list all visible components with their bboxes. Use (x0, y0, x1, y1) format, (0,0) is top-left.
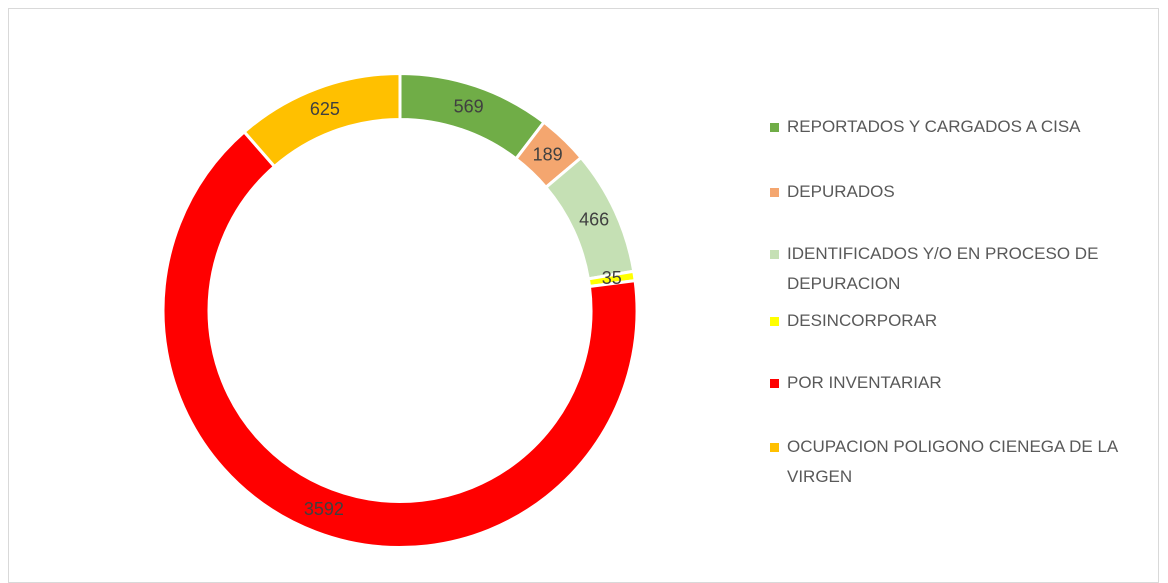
data-label: 569 (454, 97, 484, 117)
legend-item: DEPURADOS (770, 177, 1155, 207)
legend-label: POR INVENTARIAR (787, 373, 942, 392)
donut-slice (161, 129, 639, 549)
data-label: 3592 (304, 499, 344, 519)
data-label: 35 (602, 268, 622, 288)
legend-label: DESINCORPORAR (787, 311, 938, 330)
legend-swatch (770, 379, 779, 388)
data-label: 625 (310, 99, 340, 119)
donut-slice (242, 71, 402, 169)
legend-label: OCUPACION POLIGONO CIENEGA DE LA VIRGEN (787, 437, 1118, 486)
legend-label: IDENTIFICADOS Y/O EN PROCESO DE DEPURACI… (787, 244, 1099, 293)
legend-swatch (770, 250, 779, 259)
legend-item: IDENTIFICADOS Y/O EN PROCESO DE DEPURACI… (770, 239, 1155, 299)
legend-label: DEPURADOS (787, 182, 895, 201)
legend-item: OCUPACION POLIGONO CIENEGA DE LA VIRGEN (770, 432, 1155, 492)
legend-swatch (770, 443, 779, 452)
data-label: 189 (533, 144, 563, 164)
legend-item: DESINCORPORAR (770, 306, 1155, 336)
legend-swatch (770, 188, 779, 197)
legend-swatch (770, 317, 779, 326)
legend-item: POR INVENTARIAR (770, 368, 1155, 398)
data-label: 466 (579, 209, 609, 229)
legend-label: REPORTADOS Y CARGADOS A CISA (787, 117, 1081, 136)
legend-swatch (770, 123, 779, 132)
legend-item: REPORTADOS Y CARGADOS A CISA (770, 112, 1155, 142)
